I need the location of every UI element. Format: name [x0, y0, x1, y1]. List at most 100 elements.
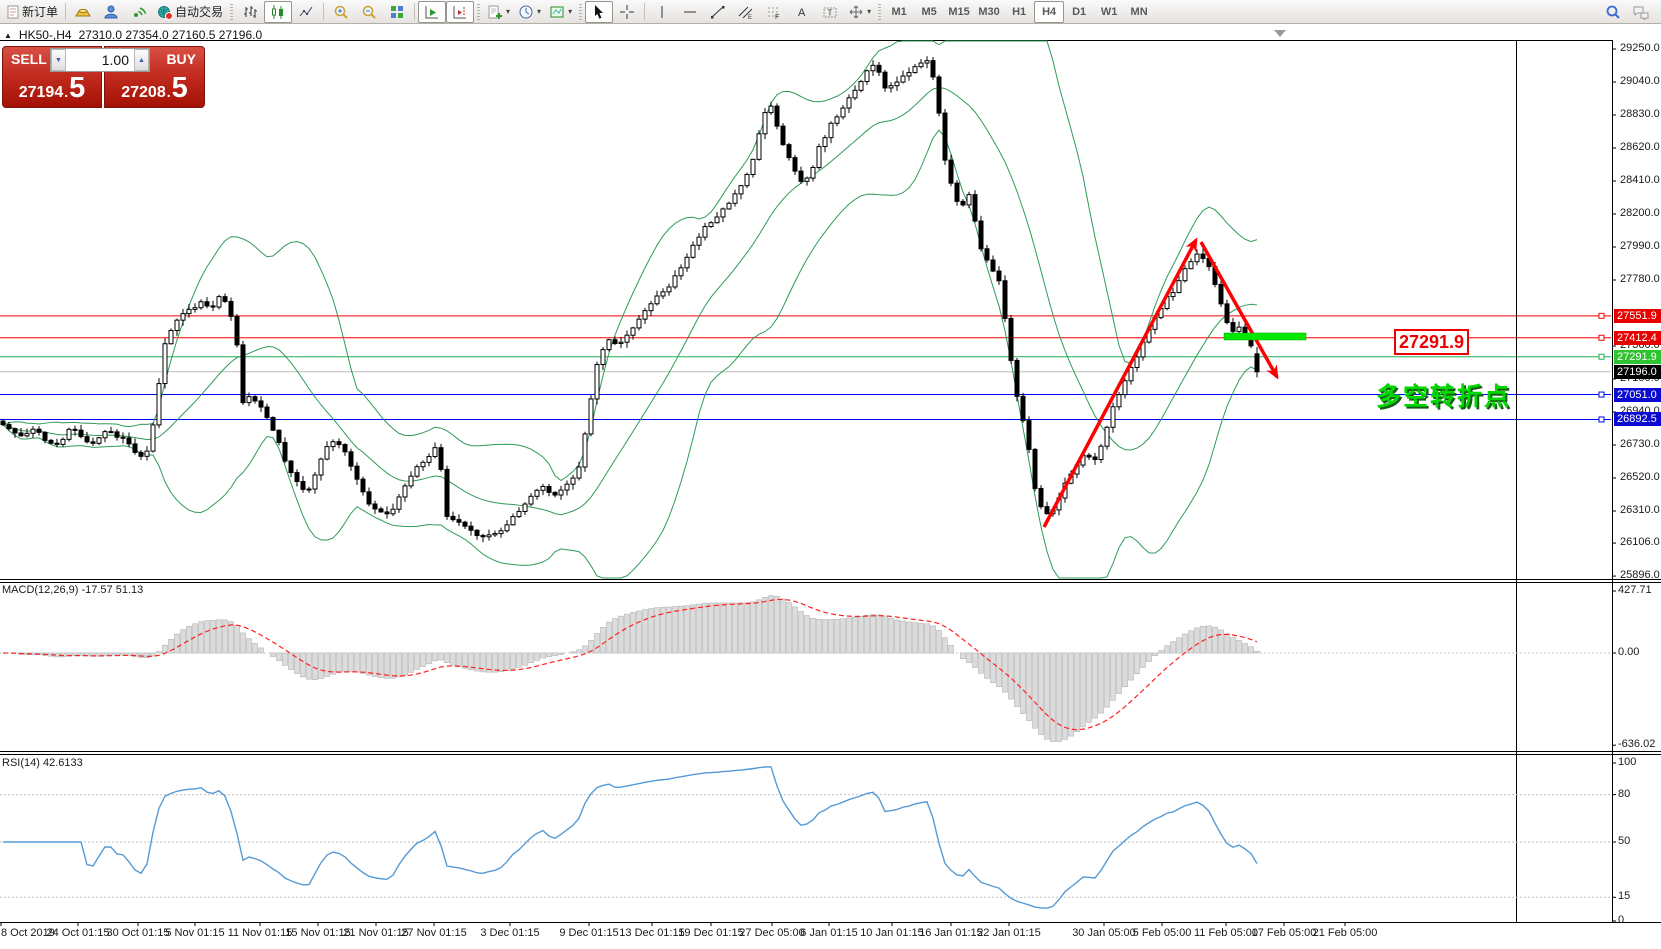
search-button[interactable] — [1599, 1, 1627, 23]
pane-splitter-macd[interactable] — [0, 576, 1661, 583]
pane-splitter-rsi[interactable] — [0, 748, 1661, 755]
sell-label: SELL — [11, 51, 47, 67]
search-icon — [1605, 4, 1621, 20]
buy-price[interactable]: 27208. 5 — [104, 73, 205, 107]
crosshair-icon — [619, 4, 635, 20]
volume-input[interactable] — [66, 49, 134, 71]
svg-text:E: E — [748, 15, 752, 20]
zoom-out-button[interactable] — [355, 1, 383, 23]
timeframe-group: M1 M5 M15 M30 H1 H4 D1 W1 MN — [884, 0, 1154, 23]
chart-shift-button[interactable] — [446, 0, 475, 23]
dropdown-caret-icon: ▾ — [867, 7, 872, 16]
gold-icon — [75, 4, 91, 20]
chat-button[interactable] — [1627, 1, 1655, 23]
indicators-icon — [487, 4, 503, 20]
fibonacci-icon: F — [766, 4, 782, 20]
accounts-button[interactable] — [97, 1, 125, 23]
toolbar-separator — [65, 3, 67, 20]
indicators-button[interactable]: ▾ — [483, 1, 514, 23]
new-order-label: 新订单 — [22, 5, 59, 19]
vertical-line-button[interactable] — [648, 1, 676, 23]
accounts-icon — [103, 4, 119, 20]
new-order-button[interactable]: 新订单 — [2, 1, 62, 23]
toolbar-grip — [230, 3, 234, 20]
auto-scroll-button[interactable] — [418, 0, 447, 23]
timeframe-H1[interactable]: H1 — [1012, 5, 1027, 18]
dropdown-caret-icon: ▾ — [568, 7, 573, 16]
text-label-button[interactable]: T — [816, 1, 844, 23]
chart-shift-icon — [452, 4, 468, 20]
bull-bear-turning-point-note: 多空转折点 — [1376, 382, 1512, 411]
auto-scroll-icon — [424, 4, 440, 20]
bar-chart-icon — [242, 4, 258, 20]
text-button[interactable]: A — [788, 1, 816, 23]
horizontal-line-button[interactable] — [676, 1, 704, 23]
sell-price-int: 27194 — [18, 84, 64, 101]
fibonacci-button[interactable]: F — [760, 1, 788, 23]
svg-text:F: F — [775, 14, 779, 20]
timeframe-M30[interactable]: M30 — [978, 5, 1000, 18]
buy-button[interactable] — [104, 46, 205, 108]
tile-windows-button[interactable] — [383, 1, 411, 23]
volume-stepper: ▼ ▲ — [50, 48, 150, 72]
toolbar-separator — [414, 3, 416, 20]
periods-button[interactable]: ▾ — [514, 1, 545, 23]
toolbar-grip — [579, 3, 583, 20]
crosshair-button[interactable] — [613, 1, 641, 23]
line-chart-button[interactable] — [292, 1, 320, 23]
trendline-button[interactable] — [704, 1, 732, 23]
volume-up-button[interactable]: ▲ — [134, 49, 149, 71]
templates-icon — [549, 4, 565, 20]
arrows-icon — [848, 4, 864, 20]
toolbar-separator — [323, 3, 325, 20]
sell-price-dot: . — [64, 84, 69, 100]
auto-trading-icon — [157, 4, 174, 20]
chart-symbol-period: HK50-,H4 — [18, 28, 72, 42]
cursor-button[interactable] — [585, 0, 614, 23]
zoom-in-button[interactable] — [327, 1, 355, 23]
chart-ohlc-values: 27310.0 27354.0 27160.5 27196.0 — [78, 28, 263, 42]
bar-chart-button[interactable] — [236, 1, 264, 23]
text-label-icon: T — [822, 4, 838, 20]
arrows-button[interactable]: ▾ — [844, 1, 875, 23]
timeframe-H4[interactable]: H4 — [1034, 0, 1065, 23]
volume-down-button[interactable]: ▼ — [51, 49, 66, 71]
timeframe-W1[interactable]: W1 — [1100, 5, 1118, 18]
vertical-line-icon — [654, 4, 670, 20]
horizontal-line-icon — [682, 4, 698, 20]
timeframe-D1[interactable]: D1 — [1072, 5, 1087, 18]
chart-legend: ▲ HK50-,H4 27310.0 27354.0 27160.5 27196… — [4, 28, 262, 42]
price-callout-box[interactable]: 27291.9 — [1394, 329, 1469, 355]
trendline-icon — [710, 4, 726, 20]
timeframe-M5[interactable]: M5 — [921, 5, 937, 18]
buy-price-int: 27208 — [121, 84, 166, 101]
toolbar-separator — [644, 3, 646, 20]
signals-icon — [131, 4, 147, 20]
text-icon: A — [794, 4, 810, 20]
sell-price-frac: 5 — [69, 72, 86, 104]
buy-price-frac: 5 — [171, 72, 188, 104]
cursor-icon — [591, 4, 607, 20]
timeframe-M1[interactable]: M1 — [891, 5, 907, 18]
svg-text:A: A — [798, 7, 806, 19]
gold-button[interactable] — [69, 1, 97, 23]
timeframe-MN[interactable]: MN — [1130, 5, 1148, 18]
candlestick-chart-button[interactable] — [264, 0, 293, 23]
ohlc-panel-collapse-icon[interactable]: ▲ — [4, 30, 12, 40]
tile-windows-icon — [389, 4, 405, 20]
signals-button[interactable] — [125, 1, 153, 23]
templates-button[interactable]: ▾ — [545, 1, 576, 23]
toolbar-grip — [477, 3, 481, 20]
auto-trading-button[interactable]: 自动交易 — [153, 1, 227, 23]
auto-trading-label: 自动交易 — [175, 5, 224, 19]
channel-button[interactable]: E — [732, 1, 760, 23]
toolbar-grip — [878, 3, 882, 20]
candlestick-chart-icon — [270, 4, 286, 20]
zoom-out-icon — [361, 4, 377, 20]
zoom-in-icon — [333, 4, 349, 20]
buy-label: BUY — [166, 51, 196, 67]
main-toolbar: 新订单 自动交易 — [0, 0, 1661, 24]
timeframe-M15[interactable]: M15 — [948, 5, 970, 18]
sell-price[interactable]: 27194. 5 — [2, 73, 102, 107]
